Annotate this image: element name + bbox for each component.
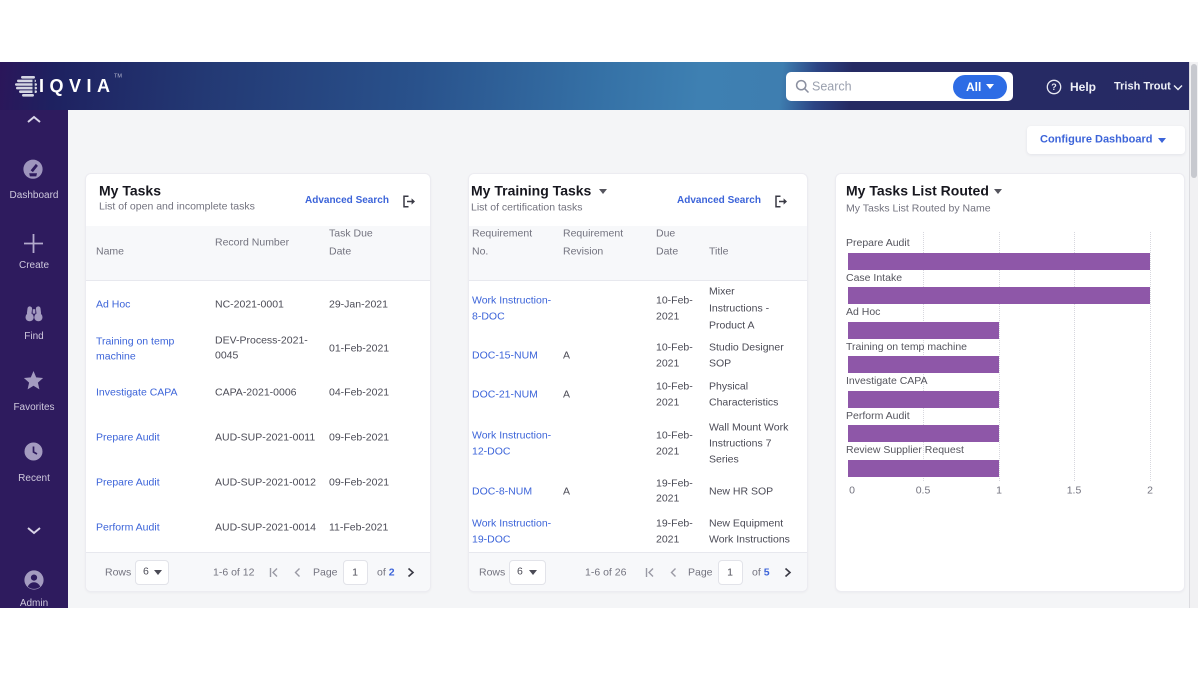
svg-text:?: ? [1051,82,1057,92]
